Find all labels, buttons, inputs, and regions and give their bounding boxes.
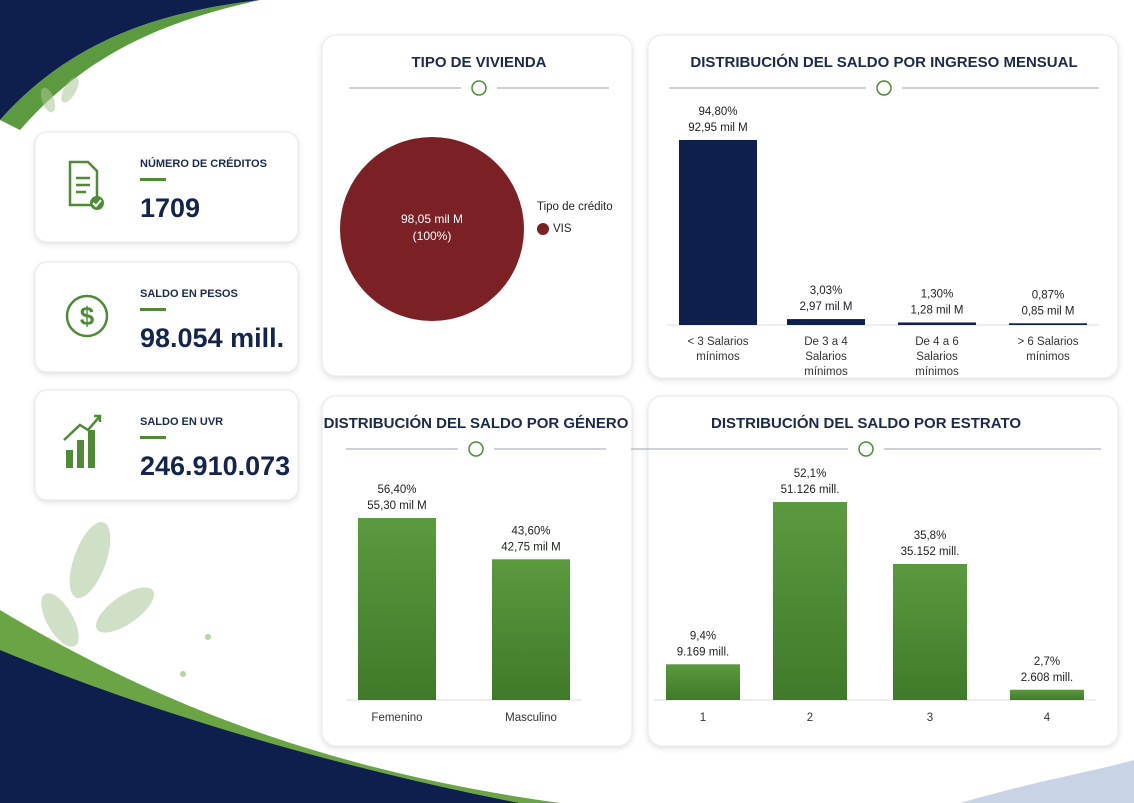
leaf-icon bbox=[471, 80, 487, 96]
value-label: 35,8% bbox=[914, 530, 947, 542]
chart-title: TIPO DE VIVIENDA bbox=[411, 54, 546, 71]
percent-label: (100%) bbox=[413, 229, 452, 243]
leaf-icon bbox=[468, 441, 484, 457]
svg-text:$: $ bbox=[80, 301, 95, 331]
bar bbox=[898, 322, 976, 325]
kpi-card bbox=[34, 389, 299, 501]
x-tick-label: Femenino bbox=[371, 712, 422, 724]
chart-title: DISTRIBUCIÓN DEL SALDO POR ESTRATO bbox=[711, 414, 1021, 432]
value-label: 56,40% bbox=[377, 484, 416, 496]
kpi-card bbox=[34, 261, 299, 373]
kpi-label: NÚMERO DE CRÉDITOS bbox=[140, 157, 267, 170]
amount-label: 0,85 mil M bbox=[1021, 305, 1074, 317]
chart-card bbox=[647, 395, 1119, 747]
kpi-icons: $ bbox=[63, 160, 109, 468]
x-tick-label: 1 bbox=[700, 712, 706, 724]
legend-title: Tipo de crédito bbox=[537, 201, 613, 213]
amount-label: 55,30 mil M bbox=[367, 500, 426, 512]
kpi-underline bbox=[140, 436, 166, 439]
kpi-underline bbox=[140, 178, 166, 181]
value-label: 98,05 mil M bbox=[401, 212, 463, 226]
kpi-label: SALDO EN UVR bbox=[140, 416, 223, 428]
amount-label: 51.126 mill. bbox=[781, 484, 840, 496]
value-label: 52,1% bbox=[794, 468, 827, 480]
value-label: 1,30% bbox=[921, 288, 954, 300]
leaf-icon bbox=[876, 80, 892, 96]
x-tick-label: > 6 Salarios mínimos bbox=[1017, 336, 1078, 363]
bar bbox=[666, 664, 740, 700]
kpi-value: 246.910.073 bbox=[140, 451, 290, 481]
leaf-icon bbox=[858, 441, 874, 457]
value-label: 43,60% bbox=[511, 525, 550, 537]
value-label: 2,7% bbox=[1034, 656, 1060, 668]
value-label: 9,4% bbox=[690, 630, 716, 642]
x-tick-label: 4 bbox=[1044, 712, 1051, 724]
amount-label: 92,95 mil M bbox=[688, 122, 747, 134]
x-tick-label: 3 bbox=[927, 712, 933, 724]
legend-swatch bbox=[537, 223, 549, 235]
x-tick-label: De 3 a 4 Salarios mínimos bbox=[804, 336, 848, 378]
kpi-label: SALDO EN PESOS bbox=[140, 288, 238, 300]
amount-label: 9.169 mill. bbox=[677, 646, 729, 658]
chart-card bbox=[647, 34, 1119, 379]
bar bbox=[358, 518, 436, 700]
bar bbox=[893, 563, 967, 700]
bar bbox=[679, 140, 757, 325]
x-tick-label: 2 bbox=[807, 712, 813, 724]
amount-label: 2.608 mill. bbox=[1021, 672, 1073, 684]
legend-label: VIS bbox=[553, 223, 572, 235]
kpi-underline bbox=[140, 308, 166, 311]
amount-label: 35.152 mill. bbox=[901, 546, 960, 558]
value-label: 94,80% bbox=[698, 106, 737, 118]
x-tick-label: < 3 Salarios mínimos bbox=[687, 336, 748, 363]
amount-label: 1,28 mil M bbox=[910, 304, 963, 316]
value-label: 0,87% bbox=[1032, 289, 1065, 301]
amount-label: 2,97 mil M bbox=[799, 301, 852, 313]
bar bbox=[492, 559, 570, 700]
bar bbox=[787, 319, 865, 325]
kpi-value: 1709 bbox=[140, 193, 200, 223]
kpi-card bbox=[34, 131, 299, 243]
x-tick-label: De 4 a 6 Salarios mínimos bbox=[915, 336, 959, 378]
chart-title: DISTRIBUCIÓN DEL SALDO POR INGRESO MENSU… bbox=[690, 53, 1077, 71]
chart-title: DISTRIBUCIÓN DEL SALDO POR GÉNERO bbox=[324, 414, 629, 432]
amount-label: 42,75 mil M bbox=[501, 541, 560, 553]
pie-slice bbox=[340, 137, 524, 321]
bar bbox=[773, 502, 847, 700]
bar bbox=[1009, 323, 1087, 325]
kpi-value: 98.054 mill. bbox=[140, 323, 284, 353]
value-label: 3,03% bbox=[810, 285, 843, 297]
x-tick-label: Masculino bbox=[505, 712, 557, 724]
bar bbox=[1010, 689, 1084, 700]
